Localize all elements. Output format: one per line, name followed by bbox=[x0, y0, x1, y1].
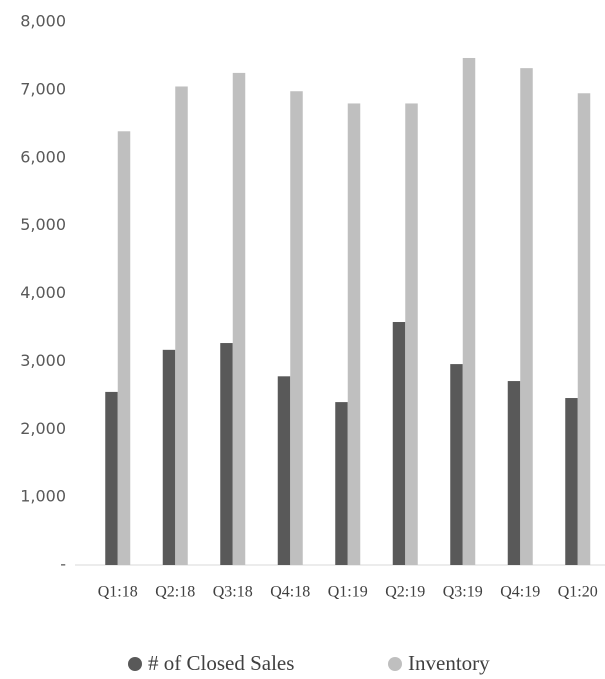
bar bbox=[347, 103, 361, 565]
bar bbox=[462, 57, 476, 565]
bar bbox=[162, 349, 176, 565]
bar bbox=[290, 91, 303, 566]
bar bbox=[117, 131, 131, 565]
y-tick-label: 6,000 bbox=[20, 147, 66, 166]
legend-label: Inventory bbox=[408, 651, 490, 675]
x-tick-label: Q1:19 bbox=[328, 584, 368, 601]
bar bbox=[220, 343, 233, 565]
bar bbox=[450, 364, 463, 565]
y-tick-label: 5,000 bbox=[20, 215, 66, 234]
x-tick-label: Q2:19 bbox=[385, 584, 425, 601]
bar bbox=[507, 381, 521, 565]
x-tick-label: Q4:19 bbox=[500, 584, 540, 601]
x-tick-label: Q3:19 bbox=[443, 584, 483, 601]
y-tick-label: 4,000 bbox=[20, 283, 66, 302]
y-tick-label: 2,000 bbox=[20, 419, 66, 438]
y-tick-label: 3,000 bbox=[20, 351, 66, 370]
bar bbox=[577, 93, 591, 566]
y-tick-label: 8,000 bbox=[20, 12, 66, 31]
bar bbox=[335, 402, 348, 565]
x-tick-label: Q1:20 bbox=[558, 584, 598, 601]
legend-marker bbox=[128, 657, 142, 671]
legend-marker bbox=[388, 657, 402, 671]
y-tick-label: 7,000 bbox=[20, 79, 66, 98]
x-tick-label: Q3:18 bbox=[213, 584, 253, 601]
bar bbox=[105, 391, 118, 565]
bar bbox=[520, 68, 533, 565]
y-tick-label: 1,000 bbox=[20, 487, 66, 506]
x-tick-label: Q2:18 bbox=[155, 584, 195, 601]
bar bbox=[175, 86, 188, 565]
bar bbox=[277, 376, 291, 565]
y-tick-label: - bbox=[60, 555, 66, 574]
x-tick-label: Q1:18 bbox=[98, 584, 138, 601]
x-tick-label: Q4:18 bbox=[270, 584, 310, 601]
bar bbox=[232, 72, 246, 565]
legend-label: # of Closed Sales bbox=[148, 651, 294, 675]
bar bbox=[565, 398, 578, 565]
bar bbox=[392, 322, 406, 565]
bar bbox=[405, 103, 418, 565]
